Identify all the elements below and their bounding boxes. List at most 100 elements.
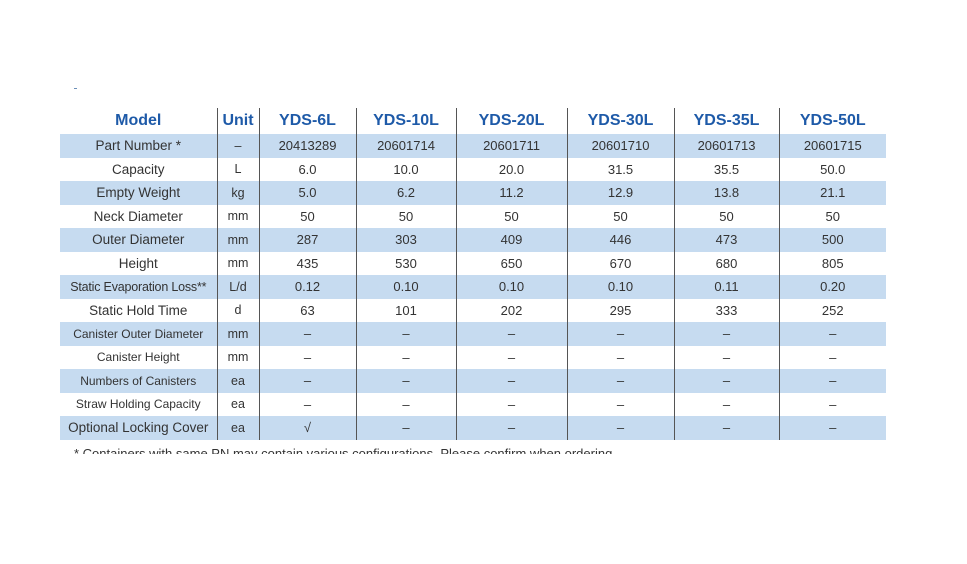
value-cell: – xyxy=(258,392,356,416)
value-cell: – xyxy=(778,392,886,416)
value-cell: – xyxy=(258,369,356,393)
value-cell: 202 xyxy=(455,298,567,322)
table-row: Empty Weight kg 5.0 6.2 11.2 12.9 13.8 2… xyxy=(60,181,886,205)
value-cell: 101 xyxy=(355,298,456,322)
value-cell: – xyxy=(566,369,674,393)
value-cell: 50 xyxy=(355,204,456,228)
unit-cell: mm xyxy=(216,322,259,346)
unit-cell: kg xyxy=(216,181,259,205)
table-row: Straw Holding Capacity ea – – – – – – xyxy=(60,392,886,416)
value-cell: 20601713 xyxy=(673,134,779,158)
value-cell: 20601711 xyxy=(455,134,567,158)
table-row: Static Evaporation Loss** L/d 0.12 0.10 … xyxy=(60,275,886,299)
parameter-name: Neck Diameter xyxy=(93,208,183,224)
value-cell: 287 xyxy=(258,228,356,252)
value-cell: – xyxy=(673,392,779,416)
parameter-name: Static Evaporation Loss** xyxy=(60,275,217,299)
value-cell: – xyxy=(778,322,886,346)
value-cell: 252 xyxy=(778,298,886,322)
value-cell: 530 xyxy=(355,251,456,275)
footnote-area: * Containers with same PN may contain va… xyxy=(60,440,886,454)
value-cell: – xyxy=(355,369,456,393)
value-cell: 0.10 xyxy=(566,275,674,299)
unit-cell: ea xyxy=(216,392,259,416)
value-cell: – xyxy=(258,345,356,369)
parameter-name: Static Hold Time xyxy=(89,302,188,318)
parameter-name: Height xyxy=(118,255,158,271)
value-cell: 0.10 xyxy=(355,275,456,299)
value-cell: – xyxy=(455,345,567,369)
value-cell: 50.0 xyxy=(778,157,886,181)
value-cell: 670 xyxy=(566,251,674,275)
value-cell: 5.0 xyxy=(258,181,356,205)
model-column-header: YDS-50L xyxy=(778,108,886,134)
value-cell: – xyxy=(355,392,456,416)
value-cell: 805 xyxy=(778,251,886,275)
unit-header: Unit xyxy=(216,108,259,134)
value-cell: – xyxy=(455,322,567,346)
table-row: Numbers of Canisters ea – – – – – – xyxy=(60,369,886,393)
value-cell: – xyxy=(673,322,779,346)
unit-cell: ea xyxy=(216,369,259,393)
value-cell: 50 xyxy=(673,204,779,228)
unit-cell: d xyxy=(216,298,259,322)
value-cell: 446 xyxy=(566,228,674,252)
unit-cell: L/d xyxy=(216,275,259,299)
unit-cell: ea xyxy=(216,416,259,440)
value-cell: – xyxy=(778,416,886,440)
unit-cell: mm xyxy=(216,228,259,252)
value-cell: – xyxy=(455,369,567,393)
table-row: Height mm 435 530 650 670 680 805 xyxy=(60,251,886,275)
value-cell: 20601715 xyxy=(778,134,886,158)
value-cell: – xyxy=(566,322,674,346)
table-row: Static Hold Time d 63 101 202 295 333 25… xyxy=(60,298,886,322)
value-cell: 473 xyxy=(673,228,779,252)
model-header: Model xyxy=(115,112,162,129)
value-cell: 31.5 xyxy=(566,157,674,181)
value-cell: 50 xyxy=(566,204,674,228)
value-cell: 0.12 xyxy=(258,275,356,299)
value-cell: 10.0 xyxy=(355,157,456,181)
value-cell: 6.2 xyxy=(355,181,456,205)
parameter-name: Canister Outer Diameter xyxy=(60,322,217,346)
value-cell: 20413289 xyxy=(258,134,356,158)
value-cell: – xyxy=(258,322,356,346)
parameter-name: Canister Height xyxy=(96,350,180,365)
model-column-header: YDS-6L xyxy=(258,108,356,134)
footnote: * Containers with same PN may contain va… xyxy=(74,446,616,454)
value-cell: – xyxy=(566,416,674,440)
value-cell: 20601714 xyxy=(355,134,456,158)
parameter-name: Straw Holding Capacity xyxy=(75,397,201,412)
value-cell: – xyxy=(778,345,886,369)
unit-cell: mm xyxy=(216,345,259,369)
parameter-name: Capacity xyxy=(111,161,165,177)
value-cell: – xyxy=(673,345,779,369)
header-row: Model Unit YDS-6L YDS-10L YDS-20L YDS-30… xyxy=(60,108,886,134)
value-cell: 21.1 xyxy=(778,181,886,205)
value-cell: √ xyxy=(258,416,356,440)
unit-cell: mm xyxy=(216,251,259,275)
parameter-name: Part Number * xyxy=(60,134,217,158)
model-column-header: YDS-10L xyxy=(355,108,456,134)
value-cell: 409 xyxy=(455,228,567,252)
value-cell: 680 xyxy=(673,251,779,275)
value-cell: 303 xyxy=(355,228,456,252)
parameter-name: Empty Weight xyxy=(60,181,217,205)
value-cell: 13.8 xyxy=(673,181,779,205)
value-cell: – xyxy=(455,392,567,416)
value-cell: – xyxy=(673,369,779,393)
table-row: Canister Outer Diameter mm – – – – – – xyxy=(60,322,886,346)
table-row: Neck Diameter mm 50 50 50 50 50 50 xyxy=(60,204,886,228)
value-cell: – xyxy=(566,392,674,416)
value-cell: 0.11 xyxy=(673,275,779,299)
unit-cell: L xyxy=(216,157,259,181)
value-cell: 20.0 xyxy=(455,157,567,181)
value-cell: 20601710 xyxy=(566,134,674,158)
value-cell: 0.10 xyxy=(455,275,567,299)
model-column-header: YDS-35L xyxy=(673,108,779,134)
specification-table: Model Unit YDS-6L YDS-10L YDS-20L YDS-30… xyxy=(60,108,886,440)
model-column-header: YDS-20L xyxy=(455,108,567,134)
value-cell: 500 xyxy=(778,228,886,252)
value-cell: 50 xyxy=(258,204,356,228)
table-row: Outer Diameter mm 287 303 409 446 473 50… xyxy=(60,228,886,252)
